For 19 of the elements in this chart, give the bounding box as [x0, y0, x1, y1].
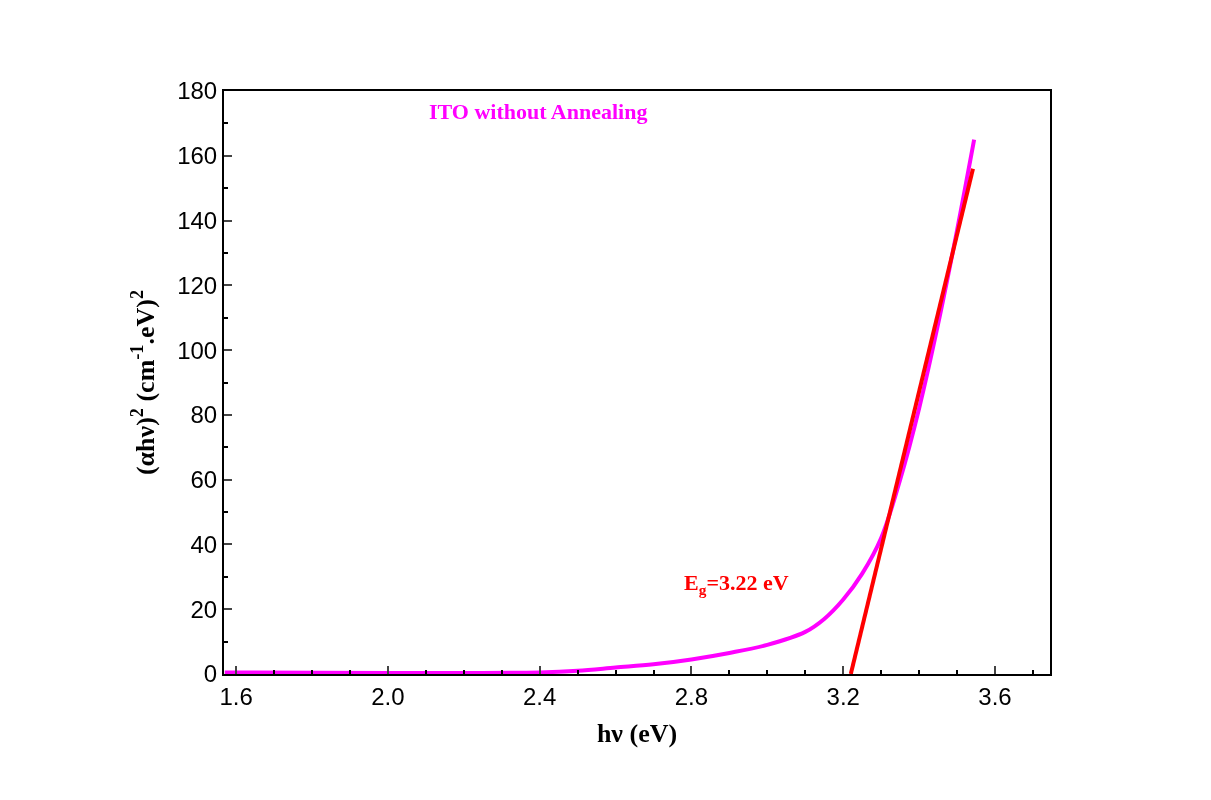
y-tick-label: 20 [190, 595, 218, 623]
x-tick-label: 2.0 [371, 682, 405, 710]
y-tick-label: 60 [190, 466, 218, 494]
x-tick-label: 2.8 [674, 682, 709, 710]
x-tick-label: 3.2 [826, 682, 860, 710]
x-tick-label: 3.6 [978, 682, 1012, 710]
y-tick-label: 120 [177, 271, 218, 299]
annotation: E$_{g}$=3.22 eV [684, 570, 789, 598]
text: ITO without Annealing [429, 99, 648, 124]
y-tick-label: 40 [190, 530, 218, 558]
y-tick-label: 160 [177, 142, 218, 170]
y-tick-label: 80 [190, 401, 218, 429]
y-tick-label: 0 [203, 660, 218, 688]
x-tick-label: 2.4 [522, 682, 557, 710]
y-tick-label: 180 [177, 77, 218, 105]
x-tick-label: 1.6 [219, 682, 253, 710]
x-axis-title: hν (eV) [596, 719, 678, 748]
y-tick-label: 140 [177, 206, 218, 234]
y-tick-label: 100 [177, 336, 218, 364]
